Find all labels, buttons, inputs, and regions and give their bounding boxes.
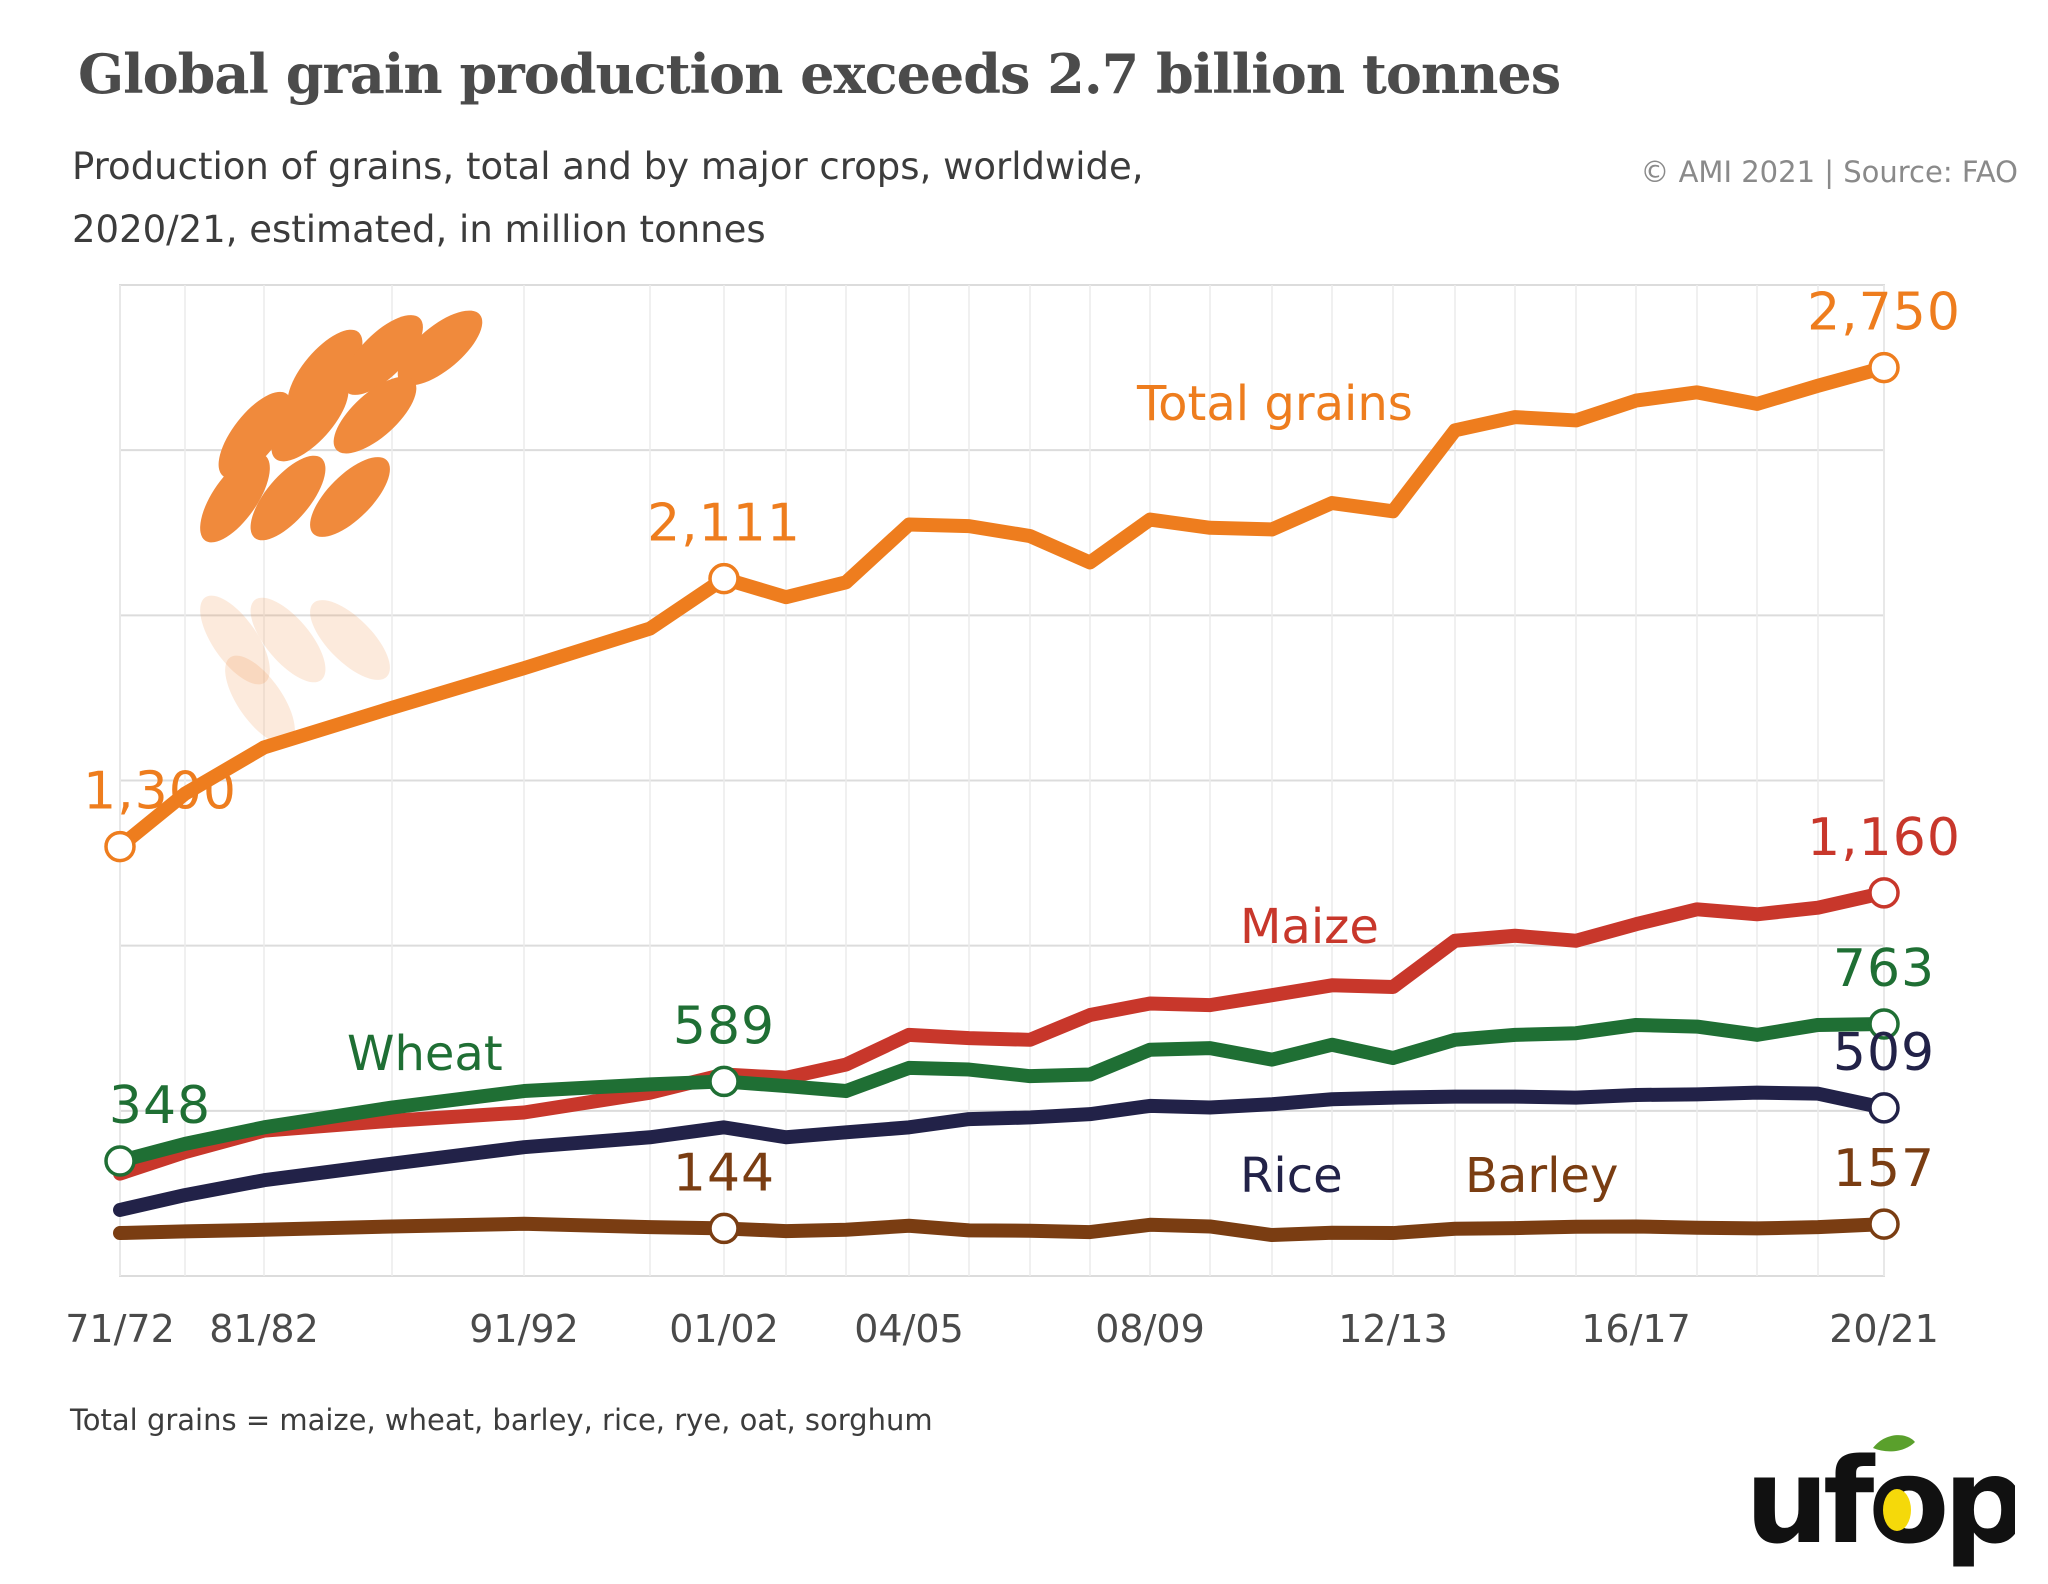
chart-title: Global grain production exceeds 2.7 bill… xyxy=(78,42,1561,106)
data-point-total xyxy=(104,830,136,863)
series-line-rice xyxy=(113,1085,1891,1217)
chart-subtitle-line-2: 2020/21, estimated, in million tonnes xyxy=(72,208,766,251)
chart-subtitle-line-1: Production of grains, total and by major… xyxy=(72,145,1144,188)
labels-layer: 1,300 2,111 2,750 1,160 348 589 763 509 144 157 To… xyxy=(83,283,1961,1204)
wheat-grain xyxy=(333,376,417,454)
wheat-grain xyxy=(310,600,390,680)
data-label-barley: 144 xyxy=(673,1143,775,1203)
data-point-maize xyxy=(1868,877,1900,909)
series-name-label-maize: Maize xyxy=(1240,899,1379,955)
wheat-grain xyxy=(271,378,349,462)
data-label-maize: 1,160 xyxy=(1807,808,1961,868)
x-axis-ticks: 71/72 81/82 91/92 01/02 04/05 08/09 12/13 16/17… xyxy=(65,1307,1939,1351)
data-point-wheat xyxy=(708,1065,740,1098)
chart-footnote: Total grains = maize, wheat, barley, ric… xyxy=(70,1403,933,1437)
series-line-maize xyxy=(113,885,1891,1181)
data-label-wheat: 348 xyxy=(109,1076,211,1136)
ufop-logo: ufop xyxy=(1745,1432,2015,1570)
data-label-total: 2,750 xyxy=(1807,283,1961,343)
x-tick-label: 81/82 xyxy=(209,1307,319,1351)
x-tick-label: 12/13 xyxy=(1338,1307,1448,1351)
series-line-barley xyxy=(113,1216,1891,1243)
series-name-label-wheat: Wheat xyxy=(347,1026,503,1082)
logo-leaf-icon xyxy=(1873,1435,1915,1452)
wheat-grain xyxy=(343,315,423,395)
x-tick-label: 20/21 xyxy=(1829,1307,1939,1351)
x-tick-label: 91/92 xyxy=(469,1307,579,1351)
series-line-total xyxy=(113,360,1891,854)
series-name-label-total: Total grains xyxy=(1136,376,1413,432)
logo-drop-icon xyxy=(1883,1489,1911,1531)
wheat-grain xyxy=(310,457,390,537)
series-line-wheat xyxy=(113,1016,1891,1169)
wheat-grain xyxy=(250,597,326,683)
wheat-grain xyxy=(200,595,270,685)
wheat-ear-icon xyxy=(200,310,483,745)
x-tick-label: 04/05 xyxy=(854,1307,964,1351)
data-point-rice xyxy=(1868,1092,1900,1124)
wheat-grain xyxy=(200,453,270,543)
data-point-wheat xyxy=(1868,1008,1900,1040)
x-tick-label: 71/72 xyxy=(65,1307,175,1351)
x-tick-label: 16/17 xyxy=(1581,1307,1691,1351)
data-label-rice: 509 xyxy=(1833,1023,1935,1083)
x-tick-label: 01/02 xyxy=(669,1307,779,1351)
wheat-grain xyxy=(218,391,292,479)
series-name-label-barley: Barley xyxy=(1465,1148,1618,1204)
source-credit: © AMI 2021 | Source: FAO xyxy=(1640,155,2018,189)
data-label-wheat: 589 xyxy=(673,996,775,1056)
data-label-wheat: 763 xyxy=(1833,939,1935,999)
logo-text: ufop xyxy=(1745,1432,2015,1570)
data-point-barley xyxy=(1868,1208,1900,1240)
data-point-wheat xyxy=(104,1145,136,1177)
x-tick-label: 08/09 xyxy=(1095,1307,1205,1351)
data-point-barley xyxy=(708,1212,740,1245)
wheat-grain xyxy=(397,310,483,386)
wheat-grain xyxy=(250,455,326,541)
data-label-barley: 157 xyxy=(1833,1139,1935,1199)
data-point-total xyxy=(1868,351,1900,384)
wheat-grain xyxy=(287,329,363,415)
data-label-total: 1,300 xyxy=(83,762,237,822)
data-label-total: 2,111 xyxy=(647,494,801,554)
series-layer xyxy=(104,351,1900,1245)
data-point-total xyxy=(708,562,740,595)
series-name-label-rice: Rice xyxy=(1240,1148,1343,1204)
wheat-grain xyxy=(225,655,295,745)
